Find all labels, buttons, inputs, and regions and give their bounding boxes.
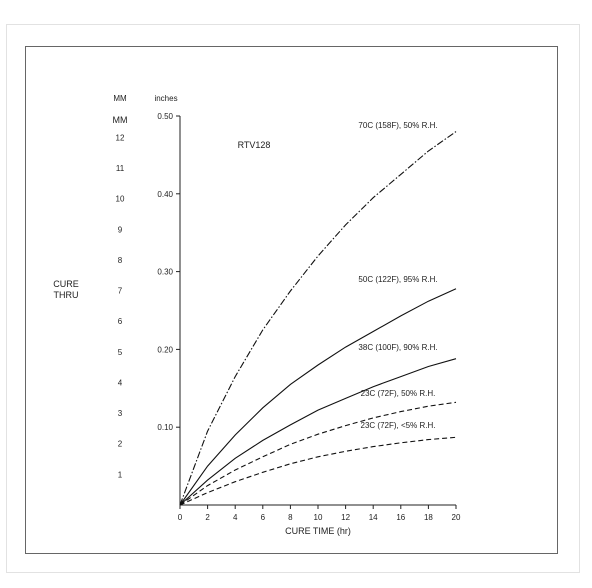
mm-tick-label: 7: [118, 287, 123, 296]
mm-tick-label: 4: [118, 378, 123, 387]
product-annotation: RTV128: [238, 140, 271, 150]
series-label: 70C (158F), 50% R.H.: [358, 121, 437, 130]
series-line: [180, 359, 456, 505]
y-tick-label: 0.50: [157, 112, 173, 121]
x-tick-label: 18: [424, 513, 433, 522]
x-tick-label: 16: [396, 513, 405, 522]
mm-tick-label: 8: [118, 256, 123, 265]
mm-tick-label: 10: [116, 195, 125, 204]
y-tick-label: 0.20: [157, 345, 173, 354]
y-tick-label: 0.30: [157, 268, 173, 277]
mm-header: MM: [113, 115, 128, 125]
series-line: [180, 437, 456, 505]
mm-tick-label: 3: [118, 409, 123, 418]
x-tick-label: 12: [341, 513, 350, 522]
mm-tick-label: 11: [116, 164, 125, 173]
side-label-thru: THRU: [54, 290, 79, 300]
series-label: 50C (122F), 95% R.H.: [358, 275, 437, 284]
mm-tick-label: 12: [116, 133, 125, 142]
x-tick-label: 10: [314, 513, 323, 522]
mm-tick-label: 6: [118, 317, 123, 326]
side-label-cure: CURE: [53, 279, 79, 289]
mm-header-top: MM: [113, 94, 127, 103]
mm-tick-label: 5: [118, 348, 123, 357]
x-tick-label: 0: [178, 513, 183, 522]
x-tick-label: 20: [452, 513, 461, 522]
inches-unit-label: inches: [154, 94, 177, 103]
mm-tick-label: 1: [118, 470, 123, 479]
x-tick-label: 2: [205, 513, 210, 522]
series-line: [180, 402, 456, 505]
series-label: 23C (72F), <5% R.H.: [361, 421, 436, 430]
x-axis-label: CURE TIME (hr): [285, 526, 351, 536]
mm-tick-label: 2: [118, 440, 123, 449]
series-label: 23C (72F), 50% R.H.: [361, 389, 436, 398]
x-tick-label: 8: [288, 513, 293, 522]
x-tick-label: 14: [369, 513, 378, 522]
y-tick-label: 0.40: [157, 190, 173, 199]
x-tick-label: 6: [261, 513, 266, 522]
y-tick-label: 0.10: [157, 423, 173, 432]
series-label: 38C (100F), 90% R.H.: [358, 343, 437, 352]
mm-tick-label: 9: [118, 225, 123, 234]
series-line: [180, 132, 456, 505]
x-tick-label: 4: [233, 513, 238, 522]
